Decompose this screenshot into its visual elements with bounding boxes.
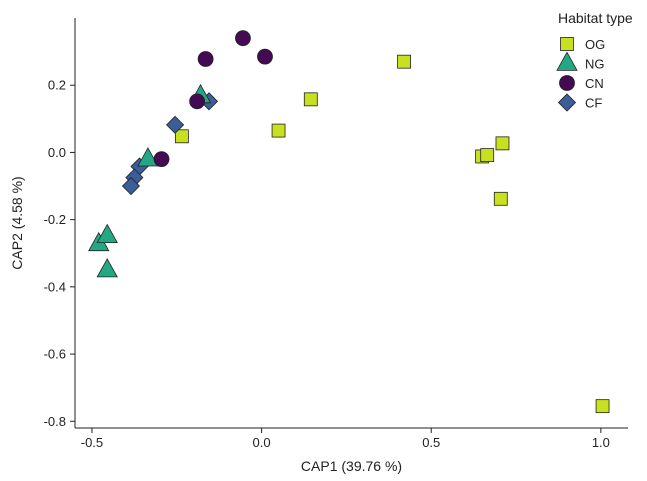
- x-tick-label: -0.5: [81, 435, 103, 450]
- point-og: [174, 129, 189, 144]
- y-tick-label: -0.6: [44, 347, 66, 362]
- point-og: [480, 148, 495, 163]
- legend-label-cn: CN: [585, 76, 604, 91]
- y-tick-label: 0.2: [48, 78, 66, 93]
- y-tick-label: 0.0: [48, 145, 66, 160]
- legend-marker-og: [560, 37, 574, 51]
- axes: [74, 18, 628, 429]
- legend-label-og: OG: [585, 37, 605, 52]
- point-ng: [96, 258, 118, 278]
- point-cn: [197, 51, 214, 67]
- point-og: [493, 191, 508, 206]
- y-ticks: -0.8 -0.6 -0.4 -0.2 0.0 0.2: [44, 78, 75, 429]
- point-ng: [96, 223, 118, 244]
- legend-marker-ng: [556, 51, 578, 71]
- x-axis-title: CAP1 (39.76 %): [301, 458, 402, 474]
- legend-marker-cn: [559, 75, 575, 91]
- point-cf: [121, 176, 141, 196]
- point-cn: [189, 93, 206, 110]
- point-ng: [137, 147, 159, 167]
- x-tick-label: 1.0: [592, 435, 610, 450]
- data-points: [88, 30, 610, 414]
- y-tick-label: -0.8: [44, 414, 66, 429]
- legend-marker-cf: [557, 93, 577, 112]
- point-og: [495, 136, 510, 151]
- point-og: [271, 123, 286, 138]
- y-tick-label: -0.4: [44, 279, 66, 294]
- point-cn: [235, 30, 251, 47]
- point-cn: [257, 48, 273, 65]
- legend-label-ng: NG: [585, 57, 605, 72]
- legend: Habitat type OG NG CN CF: [556, 10, 633, 112]
- y-tick-label: -0.2: [44, 212, 66, 227]
- point-og: [397, 54, 411, 69]
- point-og: [303, 92, 318, 107]
- legend-title: Habitat type: [558, 10, 633, 26]
- x-ticks: -0.5 0.0 0.5 1.0: [81, 428, 610, 450]
- y-axis-title: CAP2 (4.58 %): [9, 176, 25, 269]
- legend-label-cf: CF: [585, 96, 602, 111]
- point-og: [595, 399, 610, 414]
- x-tick-label: 0.0: [253, 435, 271, 450]
- x-tick-label: 0.5: [422, 435, 440, 450]
- point-cf: [166, 115, 185, 134]
- point-cn: [153, 151, 170, 168]
